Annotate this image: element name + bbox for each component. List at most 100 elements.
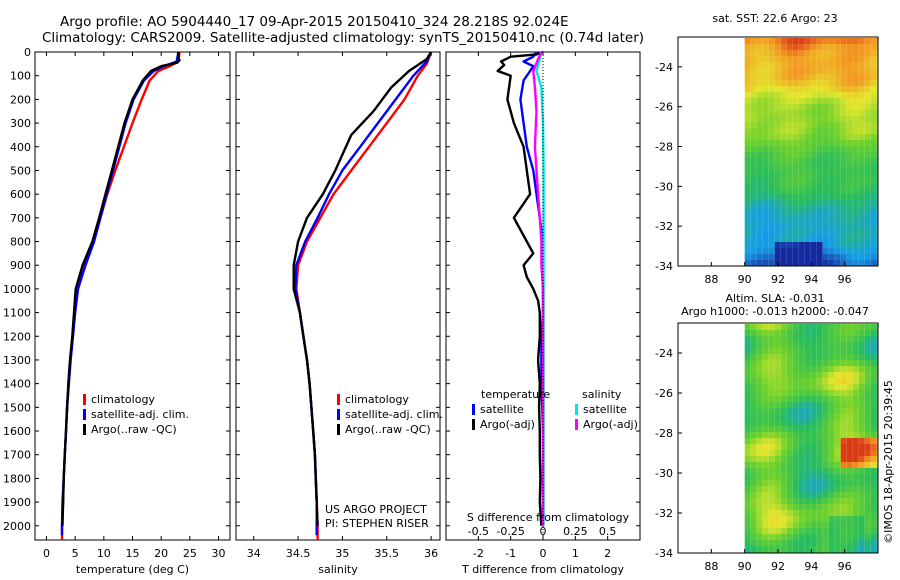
map-cell xyxy=(834,80,841,86)
map-cell xyxy=(822,408,829,414)
map-cell xyxy=(822,510,829,516)
map-cell xyxy=(864,56,871,62)
map-cell xyxy=(852,540,859,546)
map-cell xyxy=(798,474,805,480)
map-cell xyxy=(864,44,871,50)
map-cell xyxy=(786,230,793,236)
map-cell xyxy=(858,336,865,342)
map-cell xyxy=(756,206,763,212)
map-cell xyxy=(870,372,877,378)
map-cell xyxy=(840,194,847,200)
map-cell xyxy=(822,80,829,86)
map-cell xyxy=(756,546,763,552)
map-cell xyxy=(774,492,781,498)
map-cell xyxy=(852,194,859,200)
map-cell xyxy=(762,546,769,552)
map-cell xyxy=(876,366,878,372)
map-cell xyxy=(762,74,769,80)
map-cell xyxy=(846,122,853,128)
map-cell xyxy=(786,402,793,408)
map-cell xyxy=(858,74,865,80)
map-cell xyxy=(780,224,787,230)
legend-swatch xyxy=(472,419,475,430)
map-cell xyxy=(810,104,817,110)
map-cell xyxy=(816,396,823,402)
map-cell xyxy=(762,366,769,372)
map-cell xyxy=(798,378,805,384)
map-cell xyxy=(864,420,871,426)
map-cell xyxy=(774,80,781,86)
map-cell xyxy=(858,408,865,414)
map-cell xyxy=(840,158,847,164)
map-cell xyxy=(816,134,823,140)
map-cell xyxy=(768,104,775,110)
map-cell xyxy=(774,342,781,348)
map-cell xyxy=(840,248,847,254)
map-cell xyxy=(744,194,751,200)
map-cell xyxy=(834,74,841,80)
map-cell xyxy=(786,462,793,468)
map-cell xyxy=(876,414,878,420)
map-cell xyxy=(786,390,793,396)
map-cell xyxy=(864,194,871,200)
map-cell xyxy=(870,408,877,414)
map-cell xyxy=(774,402,781,408)
map-cell xyxy=(774,528,781,534)
map-cell xyxy=(828,122,835,128)
map-cell xyxy=(840,230,847,236)
map-cell xyxy=(762,474,769,480)
map-cell xyxy=(768,128,775,134)
map-x-tick-label: 90 xyxy=(738,273,752,286)
map-cell xyxy=(840,534,847,540)
map-cell xyxy=(816,188,823,194)
map-cell xyxy=(852,330,859,336)
map-cell xyxy=(858,62,865,68)
map-cell xyxy=(762,146,769,152)
map-cell xyxy=(816,56,823,62)
map-cell xyxy=(828,414,835,420)
map-cell xyxy=(792,330,799,336)
map-cell xyxy=(864,438,871,444)
map-cell xyxy=(798,92,805,98)
map-cell xyxy=(828,372,835,378)
map-cell xyxy=(774,354,781,360)
map-cell xyxy=(750,128,757,134)
map-cell xyxy=(768,236,775,242)
map-cell xyxy=(852,462,859,468)
map-cell xyxy=(774,498,781,504)
map-cell xyxy=(804,372,811,378)
map-cell xyxy=(828,134,835,140)
map-cell xyxy=(864,360,871,366)
map-cell xyxy=(876,68,878,74)
map-cell xyxy=(828,152,835,158)
map-cell xyxy=(828,182,835,188)
map-cell xyxy=(792,402,799,408)
map-cell xyxy=(762,236,769,242)
map-cell xyxy=(816,516,823,522)
map-cell xyxy=(756,378,763,384)
map-cell xyxy=(768,230,775,236)
map-cell xyxy=(774,140,781,146)
map-cell xyxy=(816,420,823,426)
map-cell xyxy=(792,206,799,212)
map-cell xyxy=(816,462,823,468)
map-cell xyxy=(744,62,751,68)
map-cell xyxy=(870,146,877,152)
map-cell xyxy=(876,432,878,438)
map-cell xyxy=(822,212,829,218)
map-cell xyxy=(774,444,781,450)
map-cell xyxy=(870,384,877,390)
map-field xyxy=(744,38,878,266)
map-cell xyxy=(780,80,787,86)
map-cell xyxy=(768,504,775,510)
map-cell xyxy=(810,522,817,528)
map-cell xyxy=(744,390,751,396)
map-cell xyxy=(786,218,793,224)
map-cell xyxy=(876,188,878,194)
map-cell xyxy=(822,140,829,146)
map-cell xyxy=(780,212,787,218)
map-cell xyxy=(768,468,775,474)
depth-tick-label: 300 xyxy=(10,117,31,130)
map-cell xyxy=(792,200,799,206)
map-cell xyxy=(876,194,878,200)
